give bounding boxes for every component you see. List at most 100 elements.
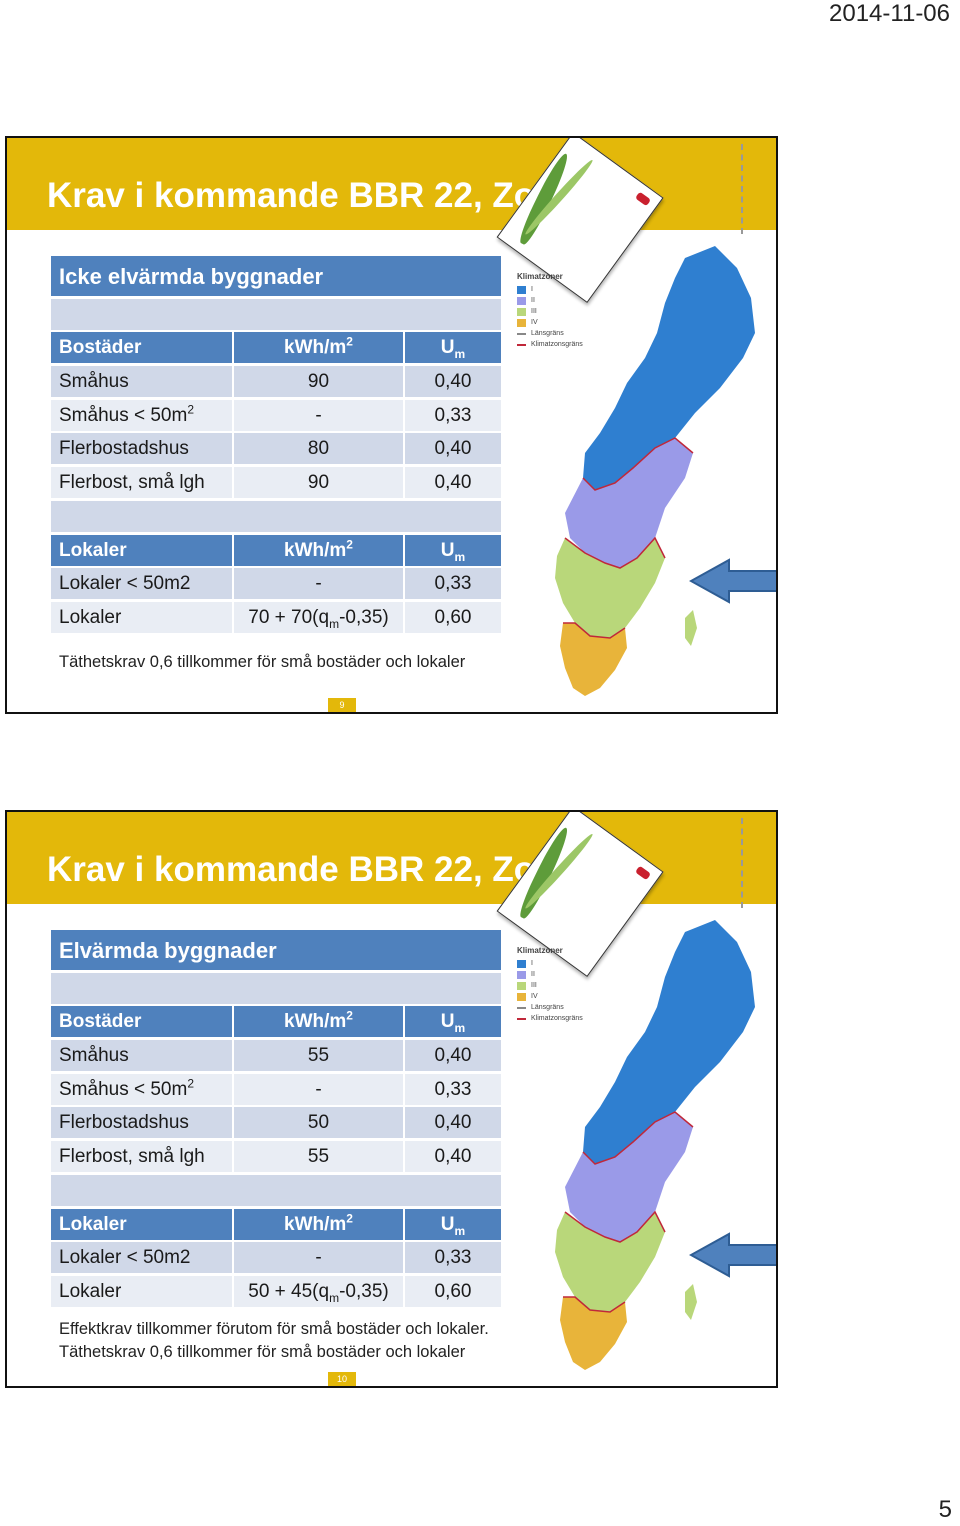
column-header: Bostäder [51,332,232,364]
legend-label: III [531,982,537,989]
zone-border [563,1296,626,1313]
slide-9: Krav i kommande BBR 22, Zon III Icke elv… [5,136,778,714]
sweden-climate-zone-map [555,246,755,696]
legend-item: I [517,958,583,969]
legend-label: Klimatzonsgräns [531,1015,583,1022]
table-cell: Småhus [51,1040,232,1072]
table-cell: Lokaler < 50m2 [51,568,232,600]
table-cell: Småhus [51,366,232,398]
legend-swatch [517,332,526,335]
table-cell: Småhus < 50m2 [51,1073,232,1105]
slide-title: Krav i kommande BBR 22, Zon III [47,850,596,889]
zone-border [582,437,694,491]
slide-number: 9 [328,698,356,712]
zone-border [564,536,666,569]
table-heading-text: Elvärmda byggnader [59,938,277,963]
table-cell: 0,40 [405,467,501,499]
column-header: Um [405,1208,501,1240]
table-cell [405,500,501,532]
legend-item: Klimatzonsgräns [517,1013,583,1024]
table-cell: - [234,1073,403,1105]
legend-label: IV [531,993,538,1000]
table-spacer-row [51,298,501,330]
document-date: 2014-11-06 [829,0,950,27]
page-number: 5 [938,1496,952,1523]
table-cell [405,1174,501,1206]
table-cell: Lokaler [51,1275,232,1307]
legend-label: Länsgräns [531,1004,564,1011]
table-cell: 0,40 [405,366,501,398]
legend-item: IV [517,317,583,328]
column-header: Lokaler [51,534,232,566]
legend-item: II [517,969,583,980]
zone-border [563,622,626,639]
table-cell: 0,33 [405,399,501,431]
table-cell: 0,33 [405,1242,501,1274]
legend-swatch [517,307,526,316]
logo-icon [635,191,652,207]
legend-label: III [531,308,537,315]
table-cell: Flerbost, små lgh [51,467,232,499]
zone-iii-region [555,538,665,638]
column-header: Um [405,332,501,364]
table-cell: 50 [234,1107,403,1139]
requirements-table: Icke elvärmda byggnader Bostäder kWh/m2 … [51,256,501,636]
table-cell: 70 + 70(qm-0,35) [234,601,403,633]
table-cell: 0,40 [405,1141,501,1173]
bostader-rows: Småhus 55 0,40 Småhus < 50m2-0,33 Flerbostad… [51,1040,501,1173]
table-row: Småhus < 50m2-0,33 [51,1073,501,1105]
table-heading: Icke elvärmda byggnader [51,256,501,296]
zone-iv-region [560,623,627,696]
requirements-table: Elvärmda byggnader Bostäder kWh/m2 Um Sm… [51,930,501,1310]
divider [741,818,743,908]
table-cell: 80 [234,433,403,465]
column-header: kWh/m2 [234,1208,403,1240]
table-spacer-row [51,972,501,1004]
table-cell: Flerbost, små lgh [51,1141,232,1173]
bostader-rows: Småhus 90 0,40 Småhus < 50m2-0,33 Flerbostad… [51,366,501,499]
table-row: Småhus 55 0,40 [51,1040,501,1072]
table-cell: 50 + 45(qm-0,35) [234,1275,403,1307]
table-row: Flerbostadshus 80 0,40 [51,433,501,465]
legend-title: Klimatzoner [517,272,563,281]
column-header: kWh/m2 [234,534,403,566]
legend-swatch [517,970,526,979]
note-text: Täthetskrav 0,6 tillkommer för små bostä… [59,1343,466,1361]
table-heading: Elvärmda byggnader [51,930,501,970]
legend-swatch [517,318,526,327]
sweden-climate-zone-map [555,920,755,1370]
legend-label: II [531,971,535,978]
arrow-left-icon [689,1232,776,1278]
legend-label: Klimatzonsgräns [531,341,583,348]
legend-swatch [517,1006,526,1009]
zone-i-region [583,920,755,1164]
table-cell: Flerbostadshus [51,1107,232,1139]
table-cell: 0,60 [405,1275,501,1307]
table-cell: 0,33 [405,1073,501,1105]
table-heading-text: Icke elvärmda byggnader [59,264,324,289]
table-cell: 55 [234,1040,403,1072]
legend-swatch [517,992,526,1001]
table-spacer-row [51,1174,501,1206]
note-text: Effektkrav tillkommer förutom för små bo… [59,1320,489,1338]
table-cell: - [234,568,403,600]
legend-label: IV [531,319,538,326]
map-legend: Klimatzoner I II III IV Länsgräns Klimatzonsg… [517,946,583,1024]
note-text: Täthetskrav 0,6 tillkommer för små bostä… [59,653,466,671]
column-header: kWh/m2 [234,1006,403,1038]
legend-swatch [517,296,526,305]
zone-iii-region [555,1212,665,1312]
column-header: kWh/m2 [234,332,403,364]
table-cell: 0,40 [405,1040,501,1072]
table-header-row: Lokaler kWh/m2 Um [51,534,501,566]
island [685,610,697,646]
table-cell: Lokaler < 50m2 [51,1242,232,1274]
table-cell: 0,40 [405,1107,501,1139]
table-cell: Småhus < 50m2 [51,399,232,431]
table-cell: - [234,1242,403,1274]
table-row: Lokaler < 50m2 - 0,33 [51,1242,501,1274]
table-cell: 0,60 [405,601,501,633]
column-header: Lokaler [51,1208,232,1240]
column-header: Um [405,1006,501,1038]
table-row: Lokaler 70 + 70(qm-0,35) 0,60 [51,601,501,633]
